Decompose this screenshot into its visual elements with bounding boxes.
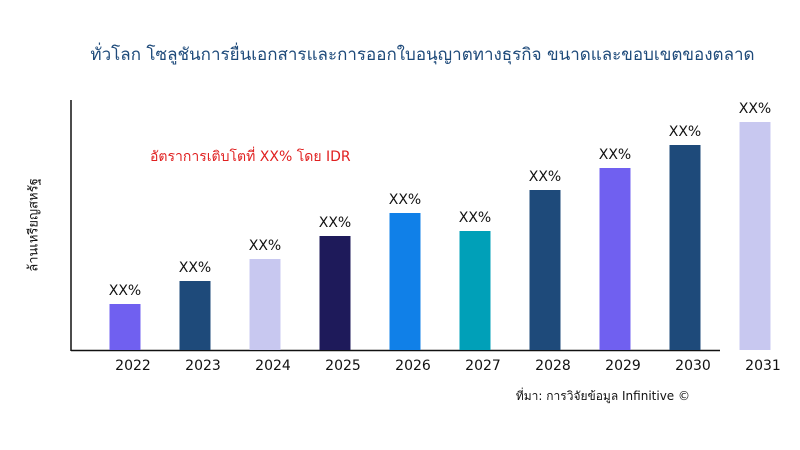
bar-2022 [109, 304, 141, 350]
data-label-2022: XX% [109, 283, 141, 299]
data-label-2025: XX% [319, 215, 351, 231]
bar-2031 [739, 122, 771, 350]
data-label-2030: XX% [669, 124, 701, 140]
data-label-2024: XX% [249, 238, 281, 254]
bar-2024 [249, 259, 281, 350]
data-label-2029: XX% [599, 147, 631, 163]
data-label-2023: XX% [179, 260, 211, 276]
data-label-2031: XX% [739, 101, 771, 117]
x-tick-2031: 2031 [745, 358, 781, 374]
data-label-2026: XX% [389, 192, 421, 208]
x-tick-2022: 2022 [115, 358, 151, 374]
x-tick-2025: 2025 [325, 358, 361, 374]
x-tick-2026: 2026 [395, 358, 431, 374]
data-label-2027: XX% [459, 210, 491, 226]
growth-annotation: อัตราการเติบโตที่ XX% โดย IDR [150, 149, 351, 165]
x-tick-2023: 2023 [185, 358, 221, 374]
x-tick-2024: 2024 [255, 358, 291, 374]
x-tick-2029: 2029 [605, 358, 641, 374]
bar-2028 [529, 190, 561, 350]
x-tick-2030: 2030 [675, 358, 711, 374]
data-label-2028: XX% [529, 169, 561, 185]
x-tick-2028: 2028 [535, 358, 571, 374]
chart-title: ทั่วโลก โซลูชันการยื่นเอกสารและการออกใบอ… [90, 45, 755, 65]
bar-2023 [179, 281, 211, 350]
bar-2026 [389, 213, 421, 350]
source-note: ที่มา: การวิจัยข้อมูล Infinitive © [515, 389, 690, 403]
bar-2027 [459, 231, 491, 350]
bar-2030 [669, 145, 701, 350]
bar-2025 [319, 236, 351, 350]
x-tick-2027: 2027 [465, 358, 501, 374]
bar-2029 [599, 168, 631, 350]
